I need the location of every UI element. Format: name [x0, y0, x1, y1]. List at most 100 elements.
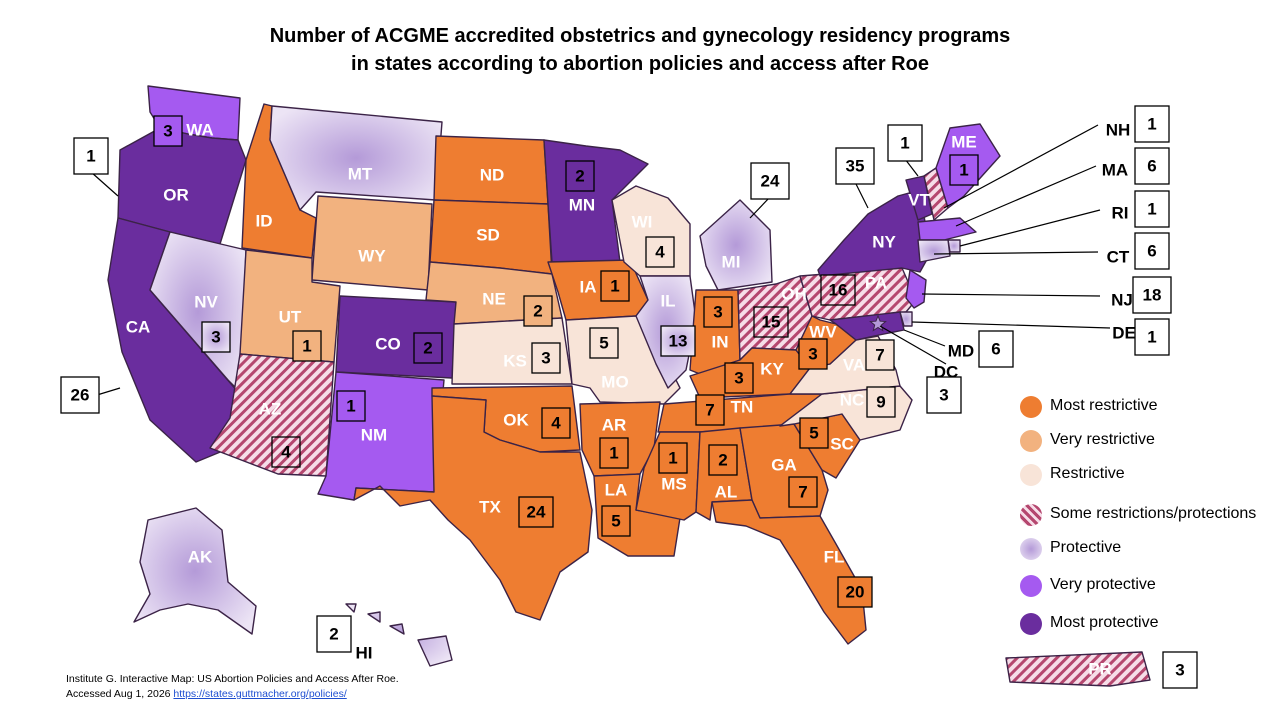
program-count-mi: 24: [761, 171, 780, 190]
state-nj: [905, 269, 927, 309]
state-ct: [917, 239, 951, 263]
program-count-nj: 18: [1143, 285, 1162, 304]
leader-line-ma: [955, 165, 1097, 227]
program-box-wa: [153, 115, 183, 147]
state-label-mn: MN: [569, 195, 595, 214]
legend-label: Most restrictive: [1050, 397, 1158, 414]
state-hi: [345, 603, 453, 667]
state-label-ri: RI: [1112, 203, 1129, 222]
state-label-id: ID: [256, 211, 273, 230]
program-box-hi: [316, 615, 352, 653]
program-box-ms: [658, 442, 688, 474]
program-box-ma: [1134, 147, 1170, 185]
program-box-la: [601, 505, 631, 537]
program-count-de: 1: [1147, 327, 1156, 346]
program-box-nv: [201, 321, 231, 353]
state-label-wy: WY: [358, 246, 386, 265]
program-box-or: [73, 137, 109, 175]
program-box-ok: [541, 407, 571, 439]
state-label-ca: CA: [126, 317, 151, 336]
legend-item: Some restrictions/protections: [1020, 504, 1280, 528]
program-count-dc: 3: [939, 385, 948, 404]
program-box-md: [978, 330, 1014, 368]
leader-line-mi: [749, 196, 771, 219]
state-label-or: OR: [163, 185, 189, 204]
state-label-ct: CT: [1107, 247, 1130, 266]
program-box-nm: [336, 390, 366, 422]
program-box-tx: [518, 496, 554, 528]
legend-swatch-icon: [1020, 464, 1042, 486]
program-count-ut: 1: [302, 336, 311, 355]
legend-item: Restrictive: [1020, 464, 1280, 488]
program-box-wv: [798, 338, 828, 370]
program-count-sc: 5: [809, 423, 818, 442]
program-count-fl: 20: [846, 582, 865, 601]
citation-link[interactable]: https://states.guttmacher.org/policies/: [173, 688, 347, 700]
leader-line-ct: [933, 251, 1099, 255]
state-label-ar: AR: [602, 415, 627, 434]
program-box-ar: [599, 437, 629, 469]
program-count-ny: 35: [846, 156, 865, 175]
state-wy: [311, 195, 433, 291]
program-count-ca: 26: [71, 385, 90, 404]
state-label-nj: NJ: [1111, 290, 1133, 309]
program-box-ny: [835, 147, 875, 185]
state-label-nm: NM: [361, 425, 387, 444]
leader-line-ny: [854, 181, 869, 209]
state-label-ut: UT: [279, 307, 302, 326]
program-count-ok: 4: [551, 413, 561, 432]
program-count-wa: 3: [163, 121, 172, 140]
legend-swatch-icon: [1020, 538, 1042, 560]
legend-item: Protective: [1020, 538, 1280, 562]
program-count-pa: 16: [829, 280, 848, 299]
legend-label: Some restrictions/protections: [1050, 505, 1257, 522]
state-label-ky: KY: [760, 359, 784, 378]
state-label-nd: ND: [480, 165, 505, 184]
state-mt: [269, 105, 443, 211]
program-count-mn: 2: [575, 166, 584, 185]
state-label-ia: IA: [580, 277, 597, 296]
program-count-vt: 1: [900, 133, 909, 152]
program-count-ky: 3: [734, 368, 743, 387]
state-label-la: LA: [605, 480, 628, 499]
program-count-tx: 24: [527, 502, 546, 521]
state-label-in: IN: [712, 332, 729, 351]
program-box-ga: [788, 476, 818, 508]
state-ak: [133, 507, 257, 635]
program-box-al: [708, 444, 738, 476]
citation-line-2: Accessed Aug 1, 2026 https://states.gutt…: [66, 687, 399, 702]
state-label-md: MD: [948, 341, 974, 360]
state-label-al: AL: [715, 482, 738, 501]
program-count-in: 3: [713, 302, 722, 321]
legend-label: Very protective: [1050, 576, 1156, 593]
program-box-nh: [1134, 105, 1170, 143]
program-count-nh: 1: [1147, 114, 1156, 133]
state-label-mo: MO: [601, 372, 628, 391]
state-label-sd: SD: [476, 225, 500, 244]
program-count-ne: 2: [533, 301, 542, 320]
state-label-tn: TN: [731, 397, 754, 416]
legend-label: Most protective: [1050, 614, 1159, 631]
state-label-oh: OH: [781, 284, 807, 303]
legend-item: Most protective: [1020, 613, 1280, 637]
state-label-ak: AK: [188, 547, 213, 566]
program-box-mn: [565, 160, 595, 192]
chart-title: Number of ACGME accredited obstetrics an…: [0, 22, 1280, 78]
state-label-ks: KS: [503, 351, 527, 370]
leader-line-md: [903, 329, 946, 347]
state-label-nv: NV: [194, 292, 218, 311]
legend-swatch-icon: [1020, 575, 1042, 597]
state-label-az: AZ: [259, 399, 282, 418]
state-label-va: VA: [843, 355, 865, 374]
program-count-or: 1: [86, 146, 95, 165]
legend-swatch-icon: [1020, 396, 1042, 418]
state-label-ne: NE: [482, 289, 506, 308]
legend-item: Very protective: [1020, 575, 1280, 599]
state-label-mt: MT: [348, 164, 373, 183]
leader-line-dc: [879, 325, 947, 365]
state-label-ms: MS: [661, 474, 687, 493]
legend-swatch-icon: [1020, 613, 1042, 635]
program-count-la: 5: [611, 511, 620, 530]
program-count-ks: 3: [541, 348, 550, 367]
leader-line-nh: [943, 124, 1099, 209]
